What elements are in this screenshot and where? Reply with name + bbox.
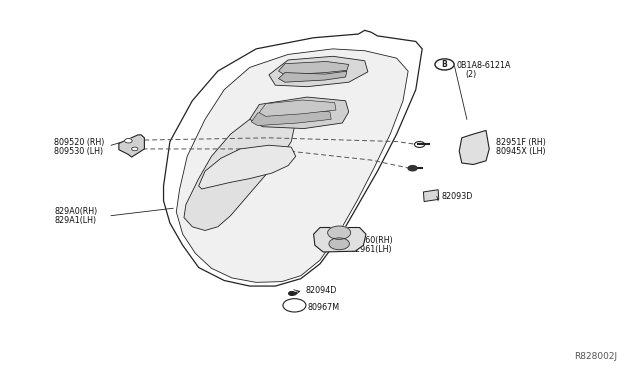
Polygon shape <box>119 135 145 157</box>
Polygon shape <box>424 190 439 202</box>
Text: 82961(LH): 82961(LH) <box>351 245 392 254</box>
Circle shape <box>289 292 295 295</box>
Text: 82951F (RH): 82951F (RH) <box>496 138 546 147</box>
Text: 82094D: 82094D <box>306 286 337 295</box>
Circle shape <box>132 147 138 151</box>
Text: 80967M: 80967M <box>307 303 339 312</box>
Circle shape <box>435 59 454 70</box>
Circle shape <box>328 226 351 239</box>
Polygon shape <box>460 131 489 164</box>
Text: 829A1(LH): 829A1(LH) <box>54 217 97 225</box>
Text: 809530 (LH): 809530 (LH) <box>54 147 104 156</box>
Polygon shape <box>278 61 349 75</box>
Polygon shape <box>314 228 366 252</box>
Text: 829A0(RH): 829A0(RH) <box>54 207 97 216</box>
Text: 82093D: 82093D <box>442 192 473 201</box>
Text: 0B1A8-6121A: 0B1A8-6121A <box>457 61 511 70</box>
Text: 80945X (LH): 80945X (LH) <box>496 147 546 156</box>
Polygon shape <box>278 71 347 82</box>
Polygon shape <box>259 100 336 116</box>
Circle shape <box>125 138 132 143</box>
Text: R828002J: R828002J <box>574 352 617 361</box>
Text: 809520 (RH): 809520 (RH) <box>54 138 105 147</box>
Text: (2): (2) <box>466 70 477 79</box>
Circle shape <box>415 141 425 147</box>
Circle shape <box>283 299 306 312</box>
Polygon shape <box>184 116 294 231</box>
Circle shape <box>329 238 349 250</box>
Text: 82960(RH): 82960(RH) <box>351 235 394 245</box>
Polygon shape <box>269 56 368 87</box>
Polygon shape <box>250 97 349 129</box>
Polygon shape <box>198 145 296 189</box>
Circle shape <box>408 166 417 171</box>
Polygon shape <box>176 49 408 282</box>
Text: B: B <box>442 60 447 69</box>
Polygon shape <box>252 109 331 126</box>
